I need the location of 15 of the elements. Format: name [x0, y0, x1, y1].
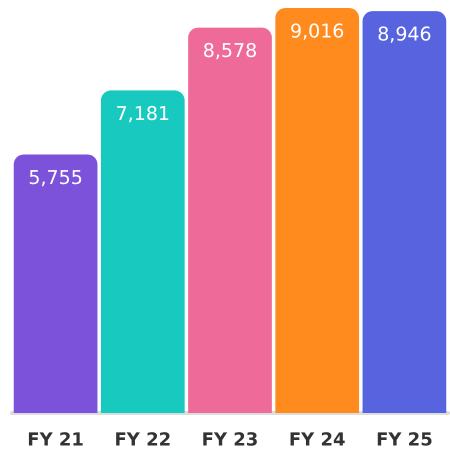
data-label: 9,016: [290, 20, 344, 42]
data-label: 8,946: [377, 24, 432, 46]
x-tick-label: FY 21: [27, 430, 84, 450]
x-tick-label: FY 22: [114, 430, 172, 450]
data-label: 5,755: [28, 166, 83, 189]
bar: [100, 90, 185, 413]
x-tick-label: FY 23: [202, 430, 258, 450]
data-label: 7,181: [116, 102, 170, 125]
x-tick-label: FY 25: [376, 430, 433, 450]
x-tick-label: FY 24: [288, 430, 346, 450]
bar: [275, 8, 360, 413]
data-label: 8,578: [202, 40, 258, 62]
bar: [188, 28, 272, 413]
bar: [362, 11, 446, 413]
bar: [14, 154, 98, 413]
